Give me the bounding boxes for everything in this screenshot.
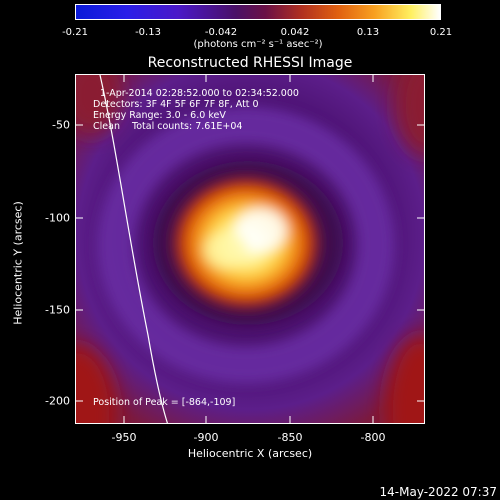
x-axis-label: Heliocentric X (arcsec) <box>187 447 313 460</box>
colorbar-tick: -0.13 <box>135 27 161 38</box>
reconstructed-image <box>76 75 424 423</box>
colorbar-unit: (photons cm⁻² s⁻¹ asec⁻²) <box>193 39 323 50</box>
y-tick-label: -150 <box>45 303 70 317</box>
y-axis-label: Heliocentric Y (arcsec) <box>11 201 25 325</box>
colorbar-tick: 0.13 <box>356 27 380 38</box>
y-tick-label: -50 <box>52 118 70 132</box>
energy-range: Energy Range: 3.0 - 6.0 keV <box>93 110 226 121</box>
x-tick-label: -800 <box>360 431 386 444</box>
x-tick-label: -850 <box>277 431 303 444</box>
colorbar-tick: 0.21 <box>429 27 453 38</box>
image-title: Reconstructed RHESSI Image <box>147 55 353 71</box>
detectors-info: Detectors: 3F 4F 5F 6F 7F 8F, Att 0 <box>93 99 259 110</box>
timestamp: 14-May-2022 07:37 <box>379 485 497 499</box>
clean-info: Clean Total counts: 7.61E+04 <box>93 121 243 132</box>
image-plot <box>75 74 425 424</box>
colorbar-tick: -0.21 <box>62 27 88 38</box>
colorbar <box>75 4 441 20</box>
time-range: 1-Apr-2014 02:28:52.000 to 02:34:52.000 <box>100 88 299 99</box>
x-tick-label: -900 <box>193 431 219 444</box>
x-tick-label: -950 <box>111 431 137 444</box>
peak-position: Position of Peak = [-864,-109] <box>93 397 236 408</box>
colorbar-tick: -0.042 <box>204 27 238 38</box>
y-tick-label: -100 <box>45 211 70 225</box>
colorbar-tick: 0.042 <box>280 27 310 38</box>
y-tick-label: -200 <box>45 394 70 408</box>
solar-limb-line <box>99 75 169 423</box>
